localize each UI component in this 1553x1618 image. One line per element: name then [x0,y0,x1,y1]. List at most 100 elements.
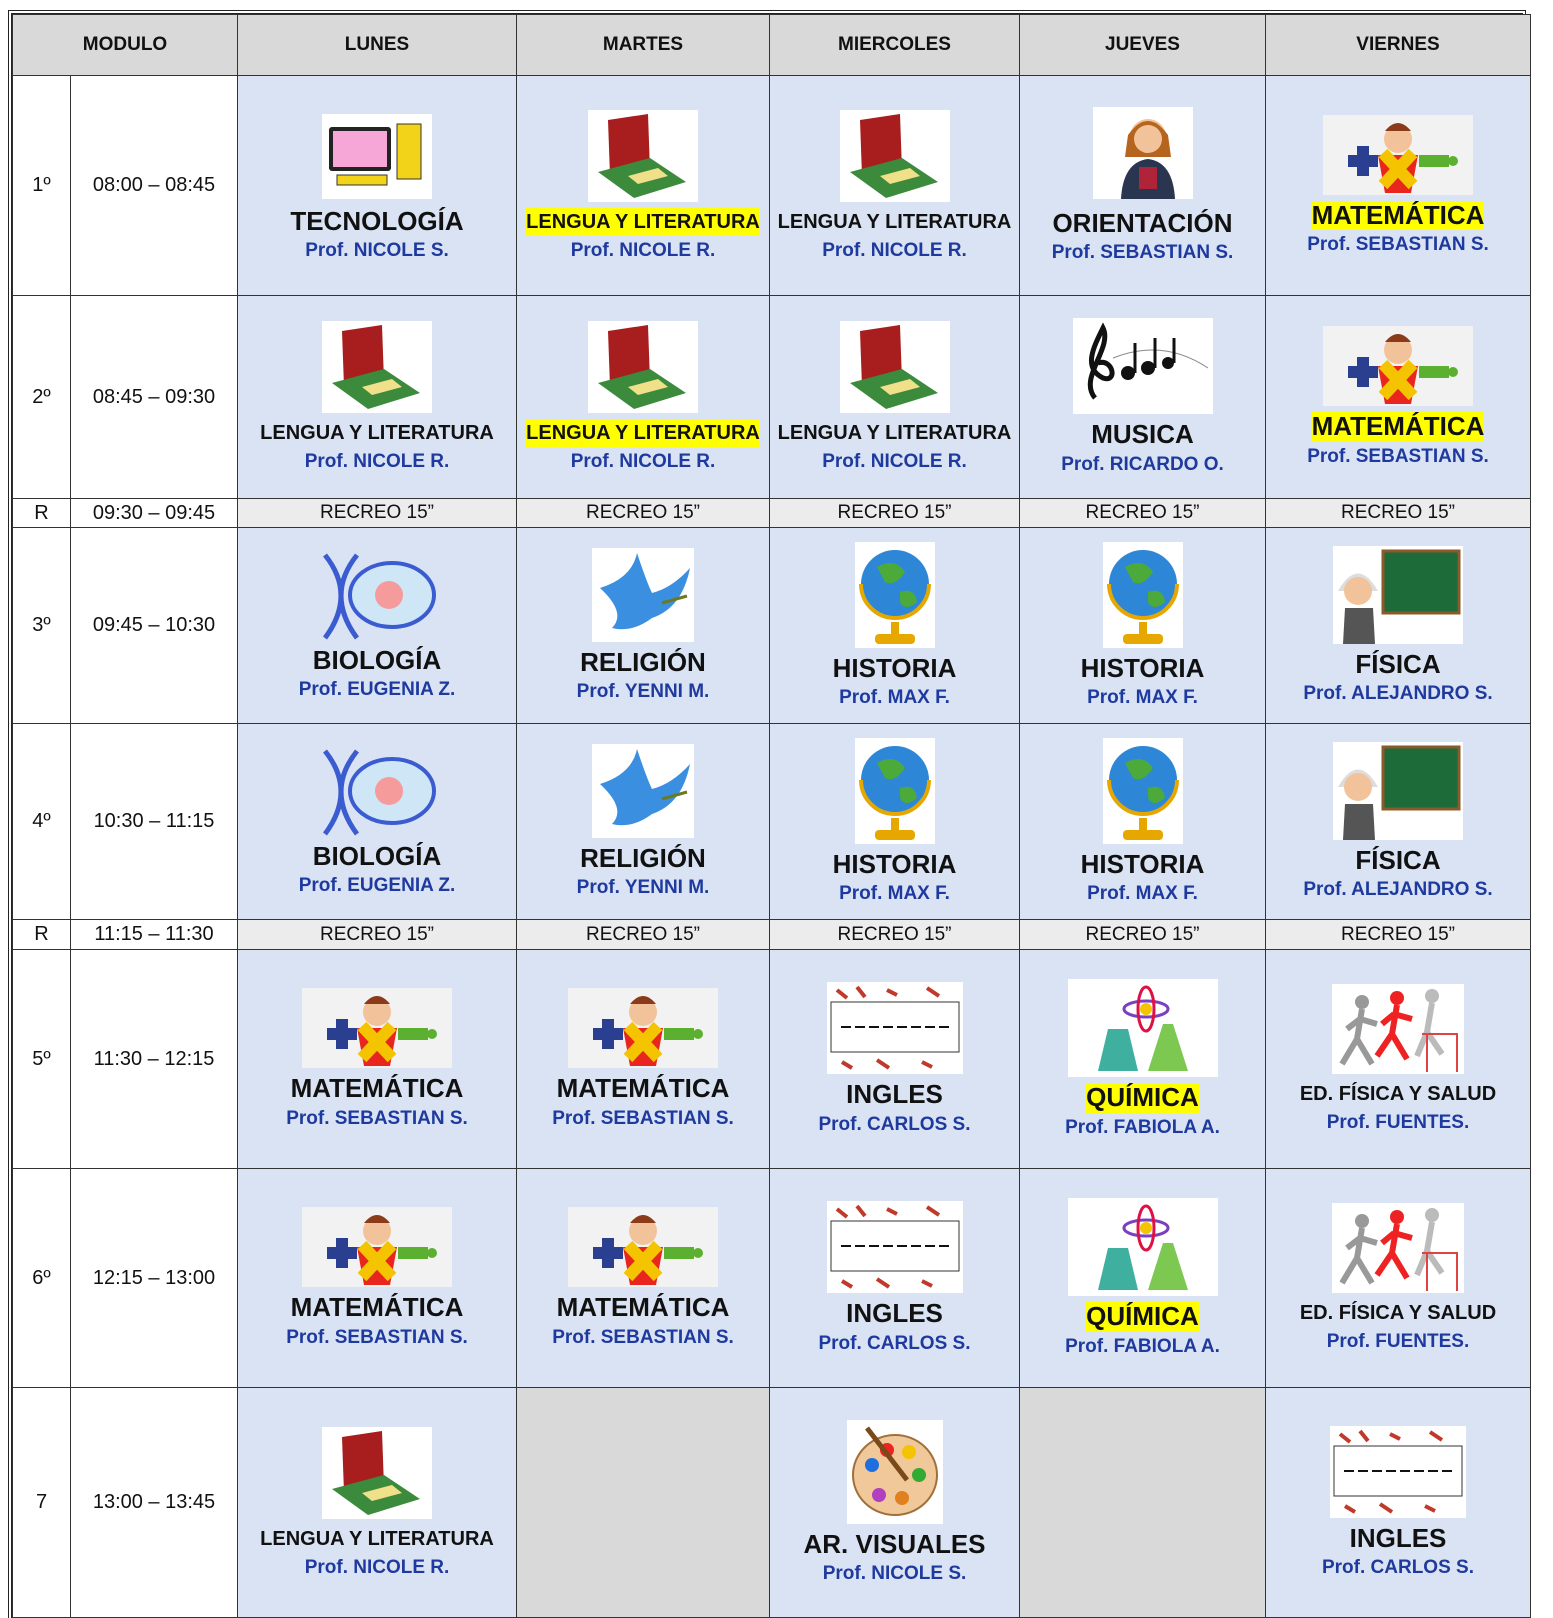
class-cell: RELIGIÓN Prof. YENNI M. [516,527,770,724]
subject: RELIGIÓN [580,842,706,873]
teacher: Prof. SEBASTIAN S. [1051,242,1234,264]
module-cell: R [12,498,71,528]
header-cell: MODULO [12,14,238,76]
class-cell: MUSICA Prof. RICARDO O. [1019,295,1266,499]
subject-icon [1072,318,1213,415]
subject-icon [302,1207,452,1288]
time-cell: 09:30 – 09:45 [70,498,238,528]
teacher: Prof. ALEJANDRO S. [1303,879,1493,901]
subject: HISTORIA [832,848,957,879]
subject-wrap: MATEMÁTICA [1267,199,1530,231]
teacher: Prof. ALEJANDRO S. [1303,683,1493,705]
teacher: Prof. NICOLE R. [570,451,716,472]
subject-wrap: LENGUA Y LITERATURA [518,207,769,236]
subject: LENGUA Y LITERATURA [260,422,494,444]
recess-cell: RECREO 15” [237,919,517,950]
recess-cell: RECREO 15” [769,498,1020,528]
teacher: Prof. MAX F. [1087,883,1198,905]
time-cell: 10:30 – 11:15 [70,723,238,920]
subject: LENGUA Y LITERATURA [526,419,760,447]
subject-wrap: TECNOLOGÍA [239,206,516,237]
subject-wrap: LENGUA Y LITERATURA [518,419,769,447]
time-cell: 11:30 – 12:15 [70,949,238,1169]
teacher: Prof. CARLOS S. [1321,1557,1474,1579]
teacher: Prof. NICOLE R. [822,451,967,472]
row: 6º 12:15 – 13:00 MATEMÁTICA Prof. SEBASTIAN… [12,1168,1531,1388]
subject: BIOLOGÍA [312,840,442,871]
subject-icon [1323,114,1473,195]
subject-icon [1067,979,1218,1078]
time-cell: 12:15 – 13:00 [70,1168,238,1388]
subject: LENGUA Y LITERATURA [260,1527,494,1550]
subject-wrap: INGLES [1267,1522,1530,1554]
empty-cell [516,1387,770,1618]
subject-wrap: MATEMÁTICA [518,1073,769,1104]
teacher: Prof. RICARDO O. [1061,453,1224,475]
teacher: Prof. NICOLE R. [304,451,450,472]
teacher: Prof. MAX F. [839,883,950,905]
recess-cell: RECREO 15” [1265,919,1531,950]
teacher: Prof. YENNI M. [576,877,710,899]
module-cell: 3º [12,527,71,724]
module-cell: 4º [12,723,71,920]
header-cell: JUEVES [1019,14,1266,76]
teacher: Prof. EUGENIA Z. [298,875,456,897]
subject-wrap: FÍSICA [1267,649,1530,680]
subject: LENGUA Y LITERATURA [777,422,1012,444]
class-cell: ORIENTACIÓN Prof. SEBASTIAN S. [1019,75,1266,296]
module-cell: 1º [12,75,71,296]
subject-wrap: MATEMÁTICA [1267,411,1530,442]
subject: HISTORIA [1080,848,1205,879]
subject-icon [322,552,436,640]
teacher: Prof. NICOLE R. [304,1556,450,1578]
teacher: Prof. SEBASTIAN S. [1307,445,1489,467]
subject-wrap: RELIGIÓN [518,842,769,874]
subject-icon [854,541,935,648]
subject: MATEMÁTICA [1311,199,1485,231]
time-cell: 13:00 – 13:45 [70,1387,238,1618]
subject-icon [1067,1198,1218,1297]
subject-wrap: INGLES [771,1298,1019,1329]
class-cell: LENGUA Y LITERATURA Prof. NICOLE R. [769,295,1020,499]
teacher: Prof. EUGENIA Z. [298,679,456,701]
subject: RELIGIÓN [580,646,706,677]
class-cell: MATEMÁTICA Prof. SEBASTIAN S. [516,949,770,1169]
class-cell: LENGUA Y LITERATURA Prof. NICOLE R. [516,295,770,499]
subject-wrap: MUSICA [1021,419,1265,450]
class-cell: HISTORIA Prof. MAX F. [1019,723,1266,920]
class-cell: HISTORIA Prof. MAX F. [769,723,1020,920]
recess-cell: RECREO 15” [237,498,517,528]
subject-icon [568,1207,718,1288]
teacher: Prof. FABIOLA A. [1065,1116,1220,1138]
subject: INGLES [1349,1522,1447,1553]
subject-icon [839,321,950,413]
class-cell: AR. VISUALES Prof. NICOLE S. [769,1387,1020,1618]
recess-cell: RECREO 15” [769,919,1020,950]
subject: QUÍMICA [1086,1082,1199,1113]
subject-icon [1102,541,1183,648]
schedule-table: MODULO LUNES MARTES MIERCOLES JUEVES VIERNES… [12,14,1531,1618]
subject: MATEMÁTICA [556,1073,730,1104]
subject-wrap: LENGUA Y LITERATURA [771,208,1019,236]
class-cell: BIOLOGÍA Prof. EUGENIA Z. [237,723,517,920]
teacher: Prof. SEBASTIAN S. [286,1107,468,1129]
subject-wrap: HISTORIA [1021,653,1265,684]
subject-icon [302,988,452,1069]
class-cell: LENGUA Y LITERATURA Prof. NICOLE R. [237,1387,517,1618]
subject-icon [826,1201,963,1294]
class-cell: RELIGIÓN Prof. YENNI M. [516,723,770,920]
row: 5º 11:30 – 12:15 MATEMÁTICA Prof. SEBASTIAN… [12,949,1531,1169]
subject: ED. FÍSICA Y SALUD [1299,1083,1497,1105]
recess-cell: RECREO 15” [516,498,770,528]
header-cell: LUNES [237,14,517,76]
class-cell: INGLES Prof. CARLOS S. [769,1168,1020,1388]
module-cell: 6º [12,1168,71,1388]
subject: MATEMÁTICA [556,1292,730,1323]
class-cell: MATEMÁTICA Prof. SEBASTIAN S. [1265,75,1531,296]
class-cell: INGLES Prof. CARLOS S. [769,949,1020,1169]
class-cell: ED. FÍSICA Y SALUD Prof. FUENTES. [1265,1168,1531,1388]
subject-wrap: HISTORIA [771,653,1019,684]
subject-icon [1092,106,1193,199]
teacher: Prof. FUENTES. [1326,1331,1470,1352]
